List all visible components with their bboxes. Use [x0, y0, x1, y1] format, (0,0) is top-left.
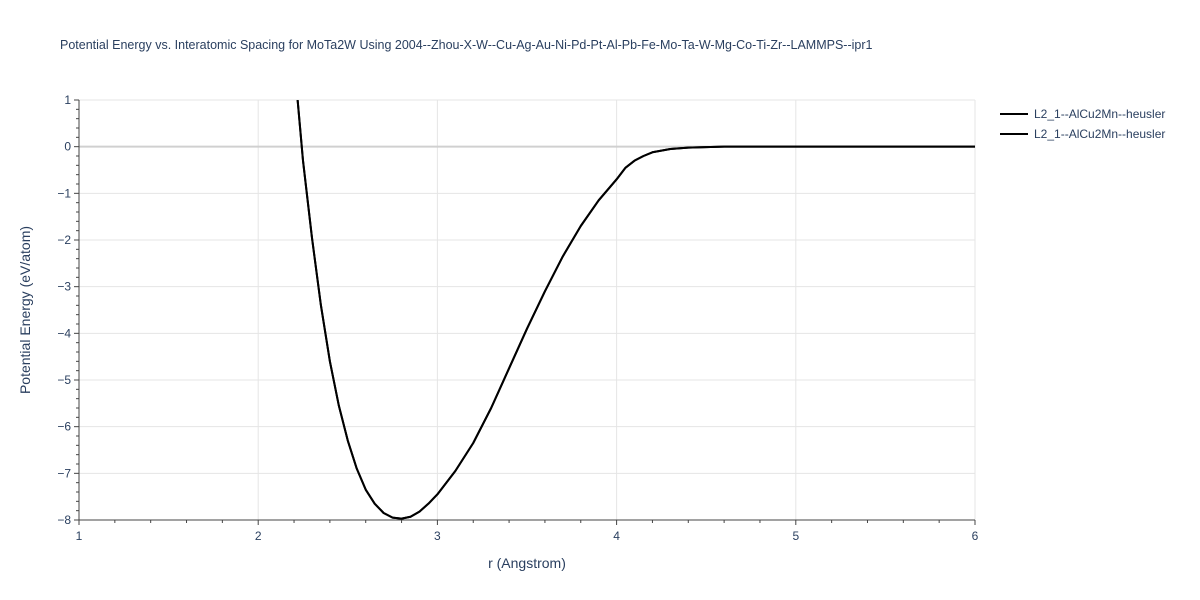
- y-tick-label: −6: [57, 420, 71, 434]
- y-tick-label: −8: [57, 513, 71, 527]
- series-layer: [296, 100, 975, 520]
- chart-title: Potential Energy vs. Interatomic Spacing…: [60, 38, 873, 52]
- series-line: [296, 100, 975, 520]
- y-tick-label: −5: [57, 373, 71, 387]
- x-tick-label: 1: [76, 529, 83, 543]
- x-axis-title: r (Angstrom): [488, 555, 566, 571]
- x-tick-label: 3: [434, 529, 441, 543]
- x-tick-label: 6: [972, 529, 979, 543]
- y-tick-label: 0: [64, 140, 71, 154]
- series-line: [296, 100, 975, 520]
- y-tick-label: −7: [57, 466, 71, 480]
- grid: [79, 99, 976, 521]
- legend-label: L2_1--AlCu2Mn--heusler: [1034, 107, 1165, 121]
- y-tick-label: −3: [57, 280, 71, 294]
- y-axis-title: Potential Energy (eV/atom): [17, 226, 33, 394]
- y-tick-label: −2: [57, 233, 71, 247]
- legend[interactable]: L2_1--AlCu2Mn--heusler L2_1--AlCu2Mn--heu…: [1000, 107, 1165, 141]
- axes: 1 2 3 4 5 6 1 0 −1 −2 −3 −4 −5 −6 −7 −8: [57, 93, 978, 543]
- y-tick-label: −4: [57, 326, 71, 340]
- legend-item[interactable]: L2_1--AlCu2Mn--heusler: [1000, 127, 1165, 141]
- y-tick-label: 1: [64, 93, 71, 107]
- x-tick-label: 5: [792, 529, 799, 543]
- legend-label: L2_1--AlCu2Mn--heusler: [1034, 127, 1165, 141]
- y-tick-label: −1: [57, 186, 71, 200]
- x-tick-label: 4: [613, 529, 620, 543]
- legend-item[interactable]: L2_1--AlCu2Mn--heusler: [1000, 107, 1165, 121]
- x-tick-label: 2: [255, 529, 262, 543]
